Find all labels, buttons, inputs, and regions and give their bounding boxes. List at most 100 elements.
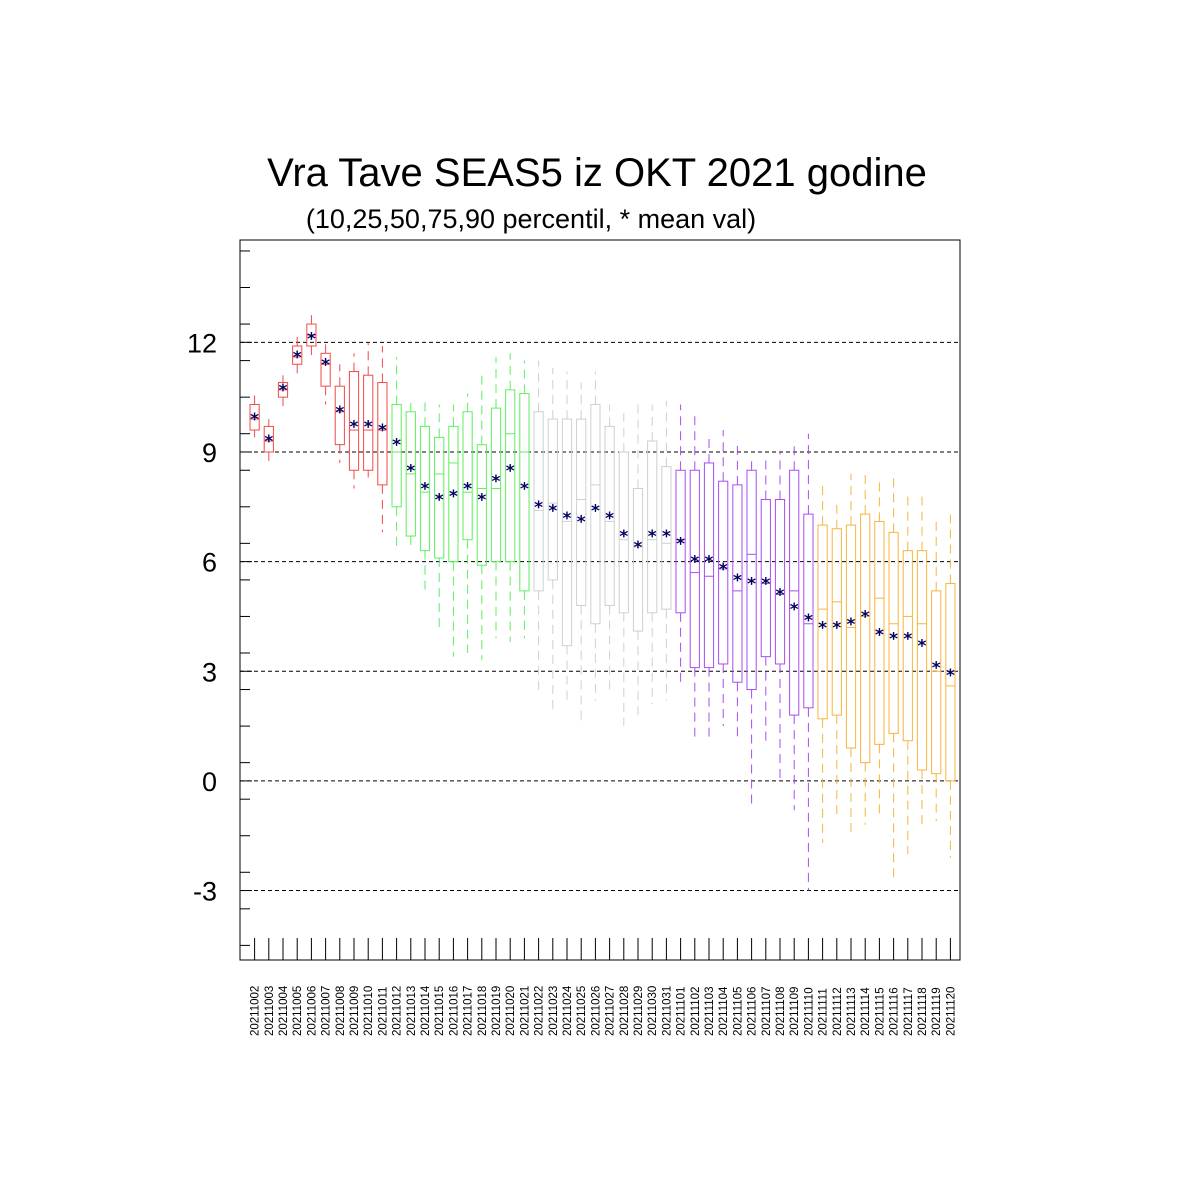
box-body (533, 411, 544, 592)
mean-marker: * (761, 575, 770, 595)
mean-marker: * (534, 498, 543, 518)
mean-marker: * (733, 571, 742, 591)
mean-marker: * (832, 618, 841, 638)
mean-marker: * (946, 666, 955, 686)
box-20211030 (647, 404, 658, 705)
box-20211014 (419, 400, 431, 595)
mean-marker: * (875, 626, 884, 646)
box-body (519, 393, 530, 592)
box-body (703, 462, 715, 669)
mean-marker: * (918, 637, 927, 657)
x-tick-label: 20211119 (931, 987, 943, 1036)
box-body (462, 411, 473, 541)
box-body (789, 469, 800, 716)
mean-marker: * (662, 527, 671, 547)
box-body (476, 444, 487, 566)
mean-marker: * (847, 615, 856, 635)
x-tick-label: 20211030 (647, 986, 659, 1036)
minor-ticks (240, 250, 951, 960)
x-tick-label: 20211109 (789, 987, 801, 1036)
mean-marker: * (932, 659, 941, 679)
y-tick-label: 9 (202, 438, 217, 468)
mean-marker: * (279, 381, 288, 401)
x-tick-label: 20211108 (775, 987, 787, 1036)
box-20211015 (434, 404, 445, 628)
box-body (888, 531, 899, 734)
x-tick-label: 20211111 (818, 988, 830, 1036)
box-body (931, 590, 942, 775)
y-tick-label: 3 (202, 657, 217, 687)
mean-marker: * (889, 629, 898, 649)
mean-marker: * (719, 560, 728, 580)
x-tick-label: 20211117 (903, 987, 915, 1036)
mean-marker: * (421, 480, 430, 500)
mean-marker: * (634, 538, 643, 558)
y-tick-label: 12 (187, 328, 217, 358)
box-body (377, 382, 388, 486)
y-tick-label: 6 (202, 548, 217, 578)
mean-marker: * (350, 417, 359, 437)
x-tick-label: 20211017 (463, 986, 475, 1036)
box-20211117 (902, 492, 913, 855)
x-tick-label: 20211005 (292, 986, 304, 1036)
x-tick-label: 20211024 (562, 985, 574, 1036)
y-axis-labels: -3 0 3 6 9 12 (187, 328, 217, 906)
mean-marker: * (293, 348, 302, 368)
box-body (561, 418, 573, 647)
box-20211010 (363, 342, 374, 478)
box-20211109 (789, 444, 800, 811)
x-tick-label: 20211103 (704, 987, 716, 1036)
mean-marker: * (307, 330, 316, 350)
x-tick-label: 20211029 (633, 986, 645, 1036)
box-body (817, 524, 828, 720)
x-tick-label: 20211012 (392, 986, 404, 1036)
box-body (647, 440, 658, 614)
box-body (590, 403, 601, 625)
mean-marker: * (250, 410, 259, 430)
x-tick-label: 20211028 (619, 986, 631, 1036)
box-20211115 (874, 477, 885, 814)
box-20211031 (661, 400, 672, 701)
mean-marker: * (449, 487, 458, 507)
mean-marker: * (861, 607, 870, 627)
box-20211026 (590, 371, 601, 701)
mean-marker: * (804, 611, 813, 631)
mean-marker: * (776, 586, 785, 606)
mean-marker: * (406, 461, 415, 481)
x-tick-label: 20211115 (874, 987, 886, 1036)
x-tick-label: 20211015 (434, 986, 446, 1036)
x-tick-label: 20211106 (747, 987, 759, 1036)
mean-marker: * (477, 490, 486, 510)
x-tick-label: 20211118 (917, 987, 929, 1036)
box-body (945, 583, 956, 782)
box-body (916, 550, 928, 771)
mean-marker: * (818, 618, 827, 638)
box-body (675, 469, 686, 614)
box-body (774, 498, 786, 665)
x-tick-label: 20211003 (264, 986, 276, 1036)
box-body (391, 403, 402, 508)
box-20211102 (689, 411, 700, 738)
x-tick-label: 20211116 (889, 987, 901, 1036)
x-tick-label: 20211008 (335, 986, 347, 1036)
x-tick-label: 20211014 (420, 985, 432, 1036)
mean-marker: * (548, 501, 557, 521)
mean-marker: * (392, 436, 401, 456)
mean-marker: * (747, 575, 756, 595)
mean-marker: * (335, 403, 344, 423)
box-20211020 (505, 353, 516, 643)
box-20211027 (604, 404, 615, 690)
x-tick-label: 20211010 (363, 986, 375, 1036)
box-20211108 (774, 451, 786, 781)
box-body (363, 374, 374, 471)
x-tick-label: 20211104 (718, 986, 730, 1036)
box-20211009 (348, 353, 360, 489)
box-20211018 (476, 371, 487, 661)
y-tick-label: 0 (202, 767, 217, 797)
mean-marker: * (591, 501, 600, 521)
box-20211028 (618, 411, 629, 727)
box-20211116 (888, 473, 899, 880)
box-20211113 (845, 473, 857, 833)
x-tick-label: 20211007 (321, 986, 333, 1036)
